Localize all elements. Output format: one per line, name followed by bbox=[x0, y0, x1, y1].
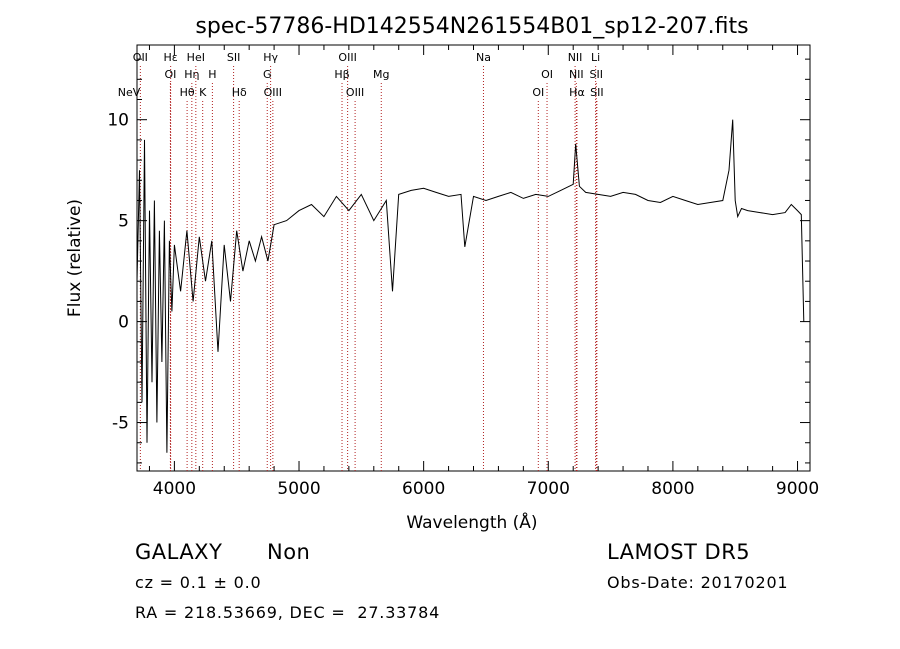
line-marker-label-13: OIII bbox=[264, 86, 282, 99]
obs-date-text: Obs-Date: 20170201 bbox=[607, 573, 789, 592]
y-tick-label: 10 bbox=[107, 111, 129, 131]
object-subclass-label: Non bbox=[267, 540, 311, 564]
plot-frame bbox=[136, 44, 811, 472]
line-marker-label-16: OIII bbox=[346, 86, 364, 99]
line-marker-label-0: NeV bbox=[118, 86, 141, 99]
redshift-text: cz = 0.1 ± 0.0 bbox=[135, 573, 262, 592]
axes-ticks: 4000 5000 6000 7000 8000 9000 10 5 0 -5 bbox=[107, 45, 819, 499]
spectrum-line bbox=[136, 119, 805, 453]
y-tick-label: 0 bbox=[118, 313, 129, 333]
survey-label: LAMOST DR5 bbox=[607, 540, 751, 564]
x-tick-label: 6000 bbox=[402, 479, 445, 499]
line-marker-label-14: OIII bbox=[338, 51, 356, 64]
line-marker-label-5: Hη bbox=[184, 68, 199, 81]
x-tick-label: 9000 bbox=[776, 479, 819, 499]
line-marker-label-23: Hα bbox=[569, 86, 585, 99]
x-tick-label: 7000 bbox=[527, 479, 570, 499]
line-marker-label-12: G bbox=[263, 68, 272, 81]
coordinates-text: RA = 218.53669, DEC = 27.33784 bbox=[135, 603, 441, 622]
line-marker-label-3: Hε bbox=[164, 51, 178, 64]
x-tick-label: 8000 bbox=[651, 479, 694, 499]
line-marker-label-26: SII bbox=[590, 86, 603, 99]
line-marker-label-18: Na bbox=[476, 51, 491, 64]
line-marker-label-15: Hβ bbox=[334, 68, 349, 81]
y-axis-label: Flux (relative) bbox=[65, 199, 85, 317]
line-marker-label-24: Li bbox=[591, 51, 600, 64]
line-marker-label-11: Hγ bbox=[263, 51, 278, 64]
y-tick-label: -5 bbox=[112, 414, 129, 434]
line-marker-label-9: SII bbox=[227, 51, 240, 64]
chart-title: spec-57786-HD142554N261554B01_sp12-207.f… bbox=[195, 14, 748, 39]
line-marker-label-17: Mg bbox=[373, 68, 389, 81]
x-axis-label: Wavelength (Å) bbox=[406, 511, 537, 533]
object-class-label: GALAXY bbox=[135, 540, 223, 564]
x-tick-label: 4000 bbox=[153, 479, 196, 499]
line-marker-label-8: K bbox=[199, 86, 207, 99]
line-marker-label-4: Hθ bbox=[180, 86, 195, 99]
y-tick-label: 5 bbox=[118, 212, 129, 232]
line-marker-label-22: NII bbox=[569, 68, 584, 81]
line-marker-label-7: H bbox=[208, 68, 216, 81]
line-marker-label-21: NII bbox=[568, 51, 583, 64]
line-marker-label-2: OI bbox=[164, 68, 176, 81]
line-marker-label-10: Hδ bbox=[232, 86, 247, 99]
x-tick-label: 5000 bbox=[277, 479, 320, 499]
line-marker-label-1: OII bbox=[133, 51, 148, 64]
line-marker-label-19: OI bbox=[541, 68, 553, 81]
line-marker-label-20: OI bbox=[532, 86, 544, 99]
line-marker-label-6: HeI bbox=[187, 51, 205, 64]
line-marker-label-25: SII bbox=[590, 68, 603, 81]
